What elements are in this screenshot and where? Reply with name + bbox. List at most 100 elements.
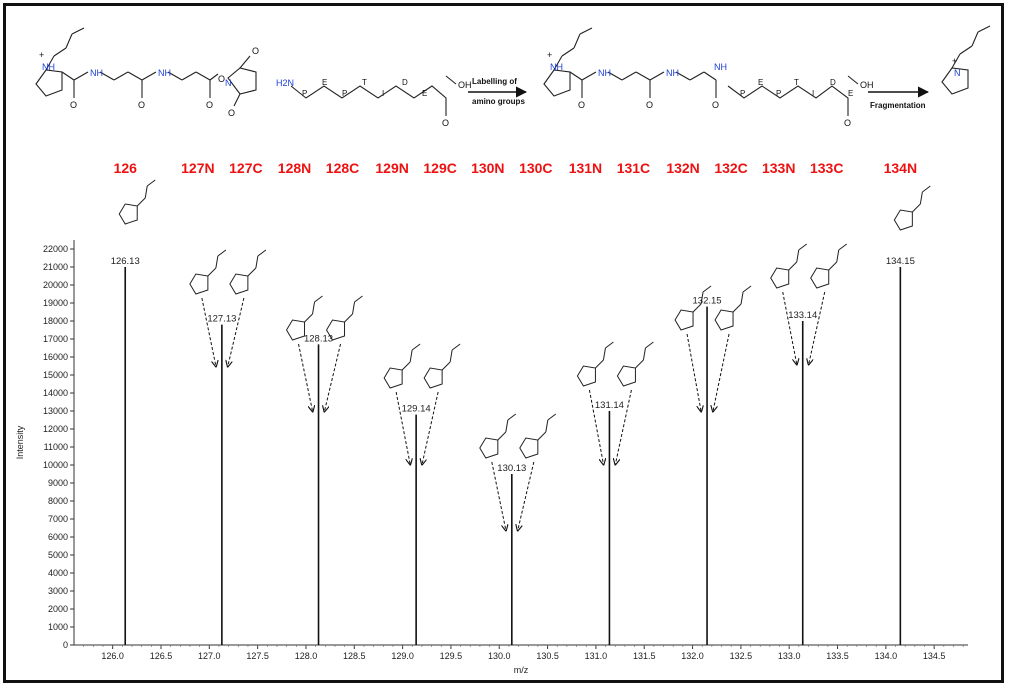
spectrum-chart: 126.0 126.5 127.0 127.5 128.0 128.5 129.0 129.5… (15, 179, 968, 675)
axes (73, 240, 968, 646)
peptide-residue: D (402, 78, 408, 87)
product-n1-label: NH (598, 68, 611, 78)
product-nh-label: NH (550, 62, 563, 72)
product-o2-label: O (646, 100, 653, 110)
dashed-arrow (395, 391, 410, 464)
channel-label: 129C (423, 160, 456, 176)
reagent-o1-label: O (70, 100, 77, 110)
reagent-n3-label: N (225, 78, 232, 88)
peptide-residue: P (342, 89, 347, 98)
peptide-residue: P (302, 89, 307, 98)
peak-label: 134.15 (886, 256, 915, 267)
x-axis-label: m/z (514, 665, 529, 675)
x-tick-label: 132.0 (681, 651, 704, 661)
peptide-residue: I (812, 89, 814, 98)
peak-label: 130.13 (497, 463, 526, 474)
reporter-ion-icon (479, 413, 557, 530)
peptide-oh-label: OH (458, 80, 472, 90)
x-tick-label: 130.5 (536, 651, 559, 661)
reagent-n1-label: NH (90, 68, 103, 78)
dashed-arrow (201, 297, 216, 366)
labelling-label-line2: amino groups (472, 97, 525, 106)
reagent-o2-label: O (138, 100, 145, 110)
peak-label: 129.14 (402, 404, 431, 415)
x-tick-label: 131.5 (633, 651, 656, 661)
x-tick-label: 126.5 (150, 651, 173, 661)
y-tick-label: 2000 (48, 604, 68, 614)
y-tick-label: 10000 (43, 460, 68, 470)
x-tick-label: 129.5 (440, 651, 463, 661)
peptide-o-label: O (442, 118, 449, 128)
reporter-ion-icon (893, 185, 931, 231)
peptide-residue: P (776, 89, 781, 98)
channel-label: 127C (229, 160, 262, 176)
x-tick-label: 127.0 (198, 651, 221, 661)
reporter-plus-label: + (952, 56, 957, 66)
channel-label: 129N (375, 160, 408, 176)
channel-label: 134N (884, 160, 917, 176)
peak-structures (118, 179, 931, 530)
dashed-arrow (686, 333, 701, 411)
y-axis-label: Intensity (15, 425, 25, 459)
peptide-residue: T (794, 78, 799, 87)
reagent-o5-label: O (252, 46, 259, 56)
peptide-residue: T (362, 78, 367, 87)
peptide-residue: E (422, 89, 427, 98)
y-tick-label: 7000 (48, 514, 68, 524)
channel-label: 127N (181, 160, 214, 176)
channel-label: 126 (114, 160, 138, 176)
channel-labels: 126 127N 127C 128N 128C 129N 129C 130N 130C 131N 1… (114, 160, 918, 176)
y-tick-label: 21000 (43, 262, 68, 272)
dashed-arrow (615, 389, 632, 464)
reagent-o4-label: O (218, 74, 225, 84)
peak-label: 131.14 (595, 400, 624, 411)
x-tick-label: 134.5 (923, 651, 946, 661)
channel-label: 128N (278, 160, 311, 176)
peak-label: 126.13 (111, 256, 140, 267)
axis-ticks: 126.0 126.5 127.0 127.5 128.0 128.5 129.0 129.5… (43, 244, 964, 661)
y-tick-label: 5000 (48, 550, 68, 560)
y-tick-label: 4000 (48, 568, 68, 578)
reporter-ion-icon (285, 295, 363, 411)
reagent-o3-label: O (206, 100, 213, 110)
figure-frame: NH + NH NH O O O O N O O H2N P E P T I D E O O… (3, 3, 1004, 683)
x-tick-label: 127.5 (246, 651, 269, 661)
y-tick-label: 22000 (43, 244, 68, 254)
product-o1-label: O (578, 100, 585, 110)
y-tick-label: 8000 (48, 496, 68, 506)
dashed-arrow (588, 389, 603, 464)
peak-label: 127.13 (207, 314, 236, 325)
x-tick-label: 129.0 (391, 651, 414, 661)
reporter-ion-structure (941, 25, 991, 95)
y-tick-label: 20000 (43, 280, 68, 290)
product-n2-label: NH (666, 68, 679, 78)
y-tick-label: 16000 (43, 352, 68, 362)
reporter-n-label: N (954, 68, 961, 78)
product-plus-label: + (547, 50, 552, 60)
x-tick-label: 132.5 (730, 651, 753, 661)
reporter-ion-icon (770, 243, 848, 364)
x-tick-label: 130.0 (488, 651, 511, 661)
channel-label: 133C (810, 160, 843, 176)
dashed-arrow (422, 391, 439, 464)
dashed-arrow (228, 297, 245, 366)
channel-label: 131C (617, 160, 650, 176)
y-tick-label: 1000 (48, 622, 68, 632)
y-tick-label: 19000 (43, 298, 68, 308)
peptide-letters: P E P T I D E (302, 78, 427, 98)
peptide-residue: D (830, 78, 836, 87)
reagent-n2-label: NH (158, 68, 171, 78)
dashed-arrow (325, 343, 342, 411)
reporter-ion-icon (576, 341, 654, 464)
y-tick-label: 12000 (43, 424, 68, 434)
reporter-ion-icon (383, 343, 461, 464)
product-n3-label: NH (714, 62, 727, 72)
channel-label: 130N (471, 160, 504, 176)
y-tick-label: 17000 (43, 334, 68, 344)
reporter-ion-icon (674, 285, 752, 411)
fragmentation-label: Fragmentation (870, 101, 926, 110)
y-tick-label: 18000 (43, 316, 68, 326)
peptide-residue: P (740, 89, 745, 98)
y-tick-label: 9000 (48, 478, 68, 488)
y-tick-label: 0 (63, 640, 68, 650)
